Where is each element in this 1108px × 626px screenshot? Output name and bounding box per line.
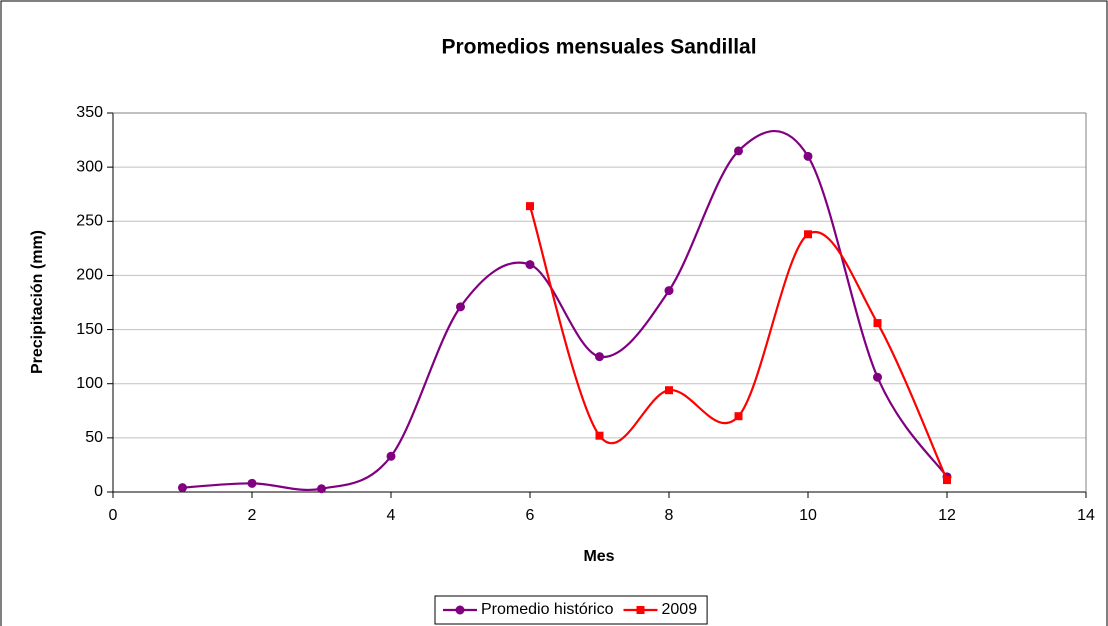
x-tick-label: 12	[938, 507, 956, 524]
y-tick-label: 50	[85, 429, 103, 446]
marker	[804, 230, 812, 239]
y-tick-label: 150	[76, 321, 103, 338]
marker	[526, 202, 534, 211]
x-tick-label: 14	[1077, 507, 1095, 524]
marker	[317, 484, 326, 494]
marker	[595, 431, 604, 440]
marker	[664, 286, 674, 296]
x-tick-label: 8	[665, 507, 674, 524]
marker	[247, 478, 257, 488]
y-tick-label: 200	[76, 267, 103, 284]
y-tick-label: 100	[76, 375, 103, 392]
x-tick-label: 0	[109, 507, 118, 524]
legend-label: Promedio histórico	[481, 601, 614, 618]
x-tick-label: 4	[387, 507, 396, 524]
marker	[178, 483, 187, 493]
x-axis-label: Mes	[583, 548, 614, 565]
marker	[595, 352, 604, 362]
y-axis-label: Precipitación (mm)	[29, 230, 46, 374]
marker	[734, 412, 743, 421]
chart-title: Promedios mensuales Sandillal	[441, 36, 756, 59]
y-tick-label: 250	[76, 213, 103, 230]
y-tick-label: 350	[76, 104, 103, 121]
marker	[386, 451, 396, 461]
marker	[636, 606, 645, 614]
y-tick-label: 300	[76, 158, 103, 175]
marker	[734, 146, 743, 156]
x-tick-label: 6	[526, 507, 535, 524]
legend-label: 2009	[662, 601, 698, 618]
x-tick-label: 10	[799, 507, 817, 524]
marker	[943, 476, 951, 485]
legend: Promedio histórico 2009	[434, 595, 708, 625]
x-tick-label: 2	[248, 507, 257, 524]
marker	[665, 386, 673, 395]
y-tick-label: 0	[94, 483, 103, 500]
marker	[873, 372, 882, 382]
legend-box	[434, 595, 708, 625]
marker	[803, 151, 813, 161]
marker	[873, 319, 882, 328]
marker	[525, 260, 535, 270]
marker	[455, 605, 465, 615]
marker	[456, 302, 465, 312]
plot-area	[113, 113, 1086, 492]
